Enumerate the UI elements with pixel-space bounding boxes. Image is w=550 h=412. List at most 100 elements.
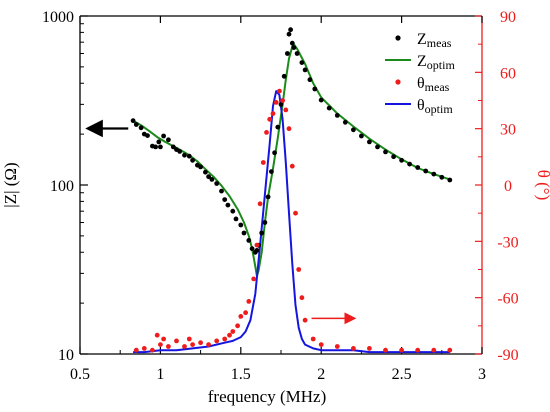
thetameas-point <box>214 338 220 344</box>
thetameas-point <box>334 344 340 349</box>
thetameas-point <box>150 347 155 353</box>
thetameas-point <box>198 340 204 346</box>
zmeas-point <box>375 144 380 150</box>
x-tick-label: 1 <box>156 366 164 383</box>
zmeas-point <box>166 137 171 143</box>
zmeas-point <box>312 86 318 92</box>
thetameas-point <box>230 329 236 334</box>
zmeas-point <box>219 188 224 194</box>
zmeas-point <box>299 60 305 65</box>
zmeas-point <box>294 51 300 56</box>
zmeas-point <box>182 152 187 158</box>
zmeas-point <box>359 133 364 139</box>
thetameas-point <box>383 347 388 353</box>
zmeas-point <box>307 77 313 83</box>
zmeas-point <box>238 222 244 228</box>
zmeas-point <box>138 125 144 131</box>
right-tick-label: -30 <box>497 234 518 251</box>
zmeas-point <box>439 174 445 180</box>
right-tick-label: 30 <box>500 122 516 139</box>
zmeas-point <box>391 154 396 160</box>
zmeas-point <box>254 248 260 253</box>
thetameas-point <box>141 346 147 351</box>
zmeas-point <box>246 238 252 243</box>
zmeas-point <box>275 124 281 130</box>
zmeas-point <box>367 139 372 145</box>
legend-label: Zmeas <box>417 31 452 50</box>
thetameas-point <box>277 88 282 94</box>
thetameas-point <box>238 314 244 319</box>
right-tick-label: -90 <box>497 347 518 364</box>
zmeas-point <box>206 174 212 180</box>
thetameas-point <box>158 342 163 347</box>
zmeas-point <box>177 149 183 154</box>
zmeas-point <box>198 164 204 170</box>
thetameas-point <box>302 317 308 323</box>
legend-label: θoptim <box>417 97 453 116</box>
legend-label: Zoptim <box>417 53 455 72</box>
zmeas-point <box>288 27 293 33</box>
thetameas-point <box>254 242 260 248</box>
legend: Zmeas Zoptim θmeas θoptim <box>385 31 455 116</box>
legend-marker-dot <box>395 79 401 85</box>
thetameas-point <box>289 163 295 169</box>
x-tick-label: 2.5 <box>392 366 412 383</box>
thetameas-point <box>399 347 404 353</box>
zmeas-point <box>431 171 437 177</box>
right-tick-label: 0 <box>504 178 512 195</box>
zmeas-point <box>241 230 247 236</box>
left-tick-label: 100 <box>50 178 74 195</box>
thetaoptim-line <box>133 90 450 354</box>
thetameas-point <box>260 160 266 165</box>
thetameas-point <box>251 276 257 282</box>
thetameas-point <box>267 116 273 122</box>
zmeas-point <box>291 45 297 50</box>
thetameas-point <box>243 310 249 316</box>
right-y-axis-ticks: -90 -60 -30 0 30 60 90 <box>475 9 519 364</box>
zmeas-point <box>156 139 162 145</box>
zmeas-point <box>249 246 255 252</box>
x-axis-ticks: 0.5 1 1.5 2 2.5 3 <box>70 16 486 383</box>
thetameas-point <box>182 344 187 349</box>
zmeas-point <box>203 169 208 175</box>
thetameas-point <box>351 346 356 351</box>
zmeas-point <box>158 144 163 150</box>
zmeas-point <box>272 150 277 156</box>
thetameas-point <box>235 323 241 329</box>
thetameas-point <box>447 347 453 353</box>
x-tick-label: 3 <box>478 366 486 383</box>
zmeas-point <box>318 97 324 103</box>
thetameas-point <box>310 336 316 342</box>
zmeas-point <box>281 73 287 79</box>
legend-label: θmeas <box>417 75 450 94</box>
zmeas-point <box>447 177 453 183</box>
zmeas-point <box>278 102 284 107</box>
thetameas-point <box>190 342 196 347</box>
thetameas-point <box>161 336 167 342</box>
thetameas-point <box>283 107 289 113</box>
thetameas-point <box>133 347 139 353</box>
zmeas-point <box>130 118 136 124</box>
thetameas-point <box>154 332 160 338</box>
zmeas-point <box>399 157 404 163</box>
zmeas-point <box>230 208 236 214</box>
zmeas-point <box>222 197 228 203</box>
thetameas-point <box>431 347 437 353</box>
thetameas-point <box>186 336 192 342</box>
zmeas-point <box>415 165 421 170</box>
right-tick-label: -60 <box>497 291 518 308</box>
zmeas-point <box>289 40 295 46</box>
arrow-layer <box>85 119 357 325</box>
x-tick-label: 2 <box>317 366 325 383</box>
thetameas-point <box>222 336 228 342</box>
thetameas-point <box>318 342 324 347</box>
series-layer <box>130 27 453 354</box>
zmeas-point <box>259 230 265 236</box>
thetameas-point <box>166 344 171 349</box>
zmeas-point <box>161 133 167 139</box>
zmeas-point <box>326 105 332 111</box>
zmeas-point <box>170 144 176 150</box>
thetameas-point <box>246 299 252 304</box>
zmeas-point <box>423 168 429 174</box>
zmeas-point <box>269 169 274 175</box>
